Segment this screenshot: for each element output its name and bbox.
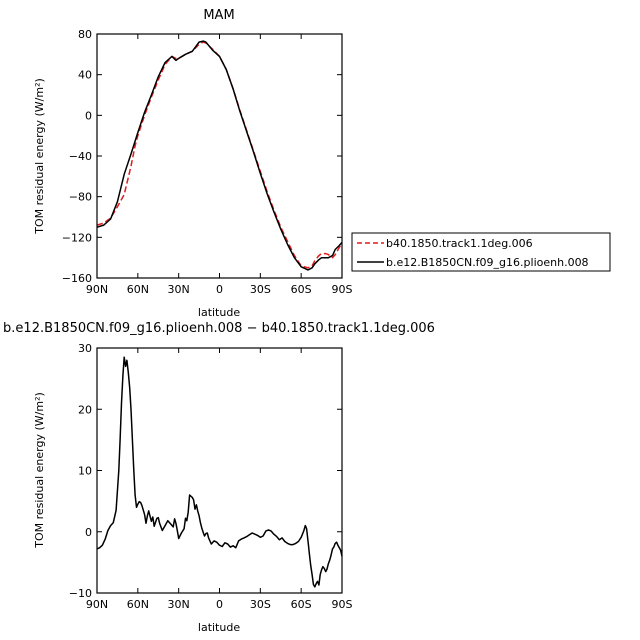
- legend-box: [351, 232, 611, 272]
- legend: b40.1850.track1.1deg.006 b.e12.B1850CN.f…: [351, 232, 611, 272]
- x-tick-label: 30N: [168, 283, 190, 296]
- x-tick-label: 60S: [291, 283, 312, 296]
- series-lines: [96, 356, 343, 588]
- plot-frame: [96, 347, 343, 594]
- series-lines: [96, 40, 343, 271]
- y-tick-label: 0: [85, 109, 92, 122]
- series-line-1: [96, 356, 343, 588]
- y-tick-label: 30: [78, 342, 92, 355]
- x-axis-label: latitude: [198, 306, 240, 319]
- y-tick-label: 80: [78, 28, 92, 41]
- y-tick-label: 40: [78, 69, 92, 82]
- x-tick-label: 30S: [250, 283, 271, 296]
- y-tick-label: −80: [69, 191, 92, 204]
- legend-label-2: b.e12.B1850CN.f09_g16.plioenh.008: [386, 256, 589, 269]
- x-tick-label: 90S: [332, 283, 353, 296]
- series-line-2: [96, 40, 343, 271]
- y-tick-label: −40: [69, 150, 92, 163]
- x-tick-label: 90N: [86, 598, 108, 611]
- y-tick-label: 20: [78, 403, 92, 416]
- x-axis-label: latitude: [198, 621, 240, 634]
- x-tick-label: 90N: [86, 283, 108, 296]
- x-tick-label: 30N: [168, 598, 190, 611]
- series-line-1: [96, 41, 343, 269]
- chart-top: MAM 90N 60N 30N 0 30S 60S 90S 80 40 0 −40 −80 −120 −1…: [33, 8, 353, 319]
- x-tick-label: 90S: [332, 598, 353, 611]
- x-tick-label: 60N: [127, 598, 149, 611]
- plot-frame: [96, 33, 343, 279]
- x-tick-label: 60S: [291, 598, 312, 611]
- x-tick-label: 60N: [127, 283, 149, 296]
- chart-title: b.e12.B1850CN.f09_g16.plioenh.008 − b40.…: [3, 321, 435, 336]
- chart-bottom: b.e12.B1850CN.f09_g16.plioenh.008 − b40.…: [3, 321, 435, 634]
- legend-label-1: b40.1850.track1.1deg.006: [386, 237, 533, 250]
- x-tick-label: 0: [216, 283, 223, 296]
- y-axis-label: TOM residual energy (W/m²): [33, 392, 46, 549]
- ticks: 90N 60N 30N 0 30S 60S 90S 30 20 10 0 −10: [69, 342, 353, 611]
- x-tick-label: 0: [216, 598, 223, 611]
- y-tick-label: 0: [85, 526, 92, 539]
- y-tick-label: −120: [62, 231, 92, 244]
- y-tick-label: −160: [62, 272, 92, 285]
- x-tick-label: 30S: [250, 598, 271, 611]
- y-tick-label: 10: [78, 465, 92, 478]
- ticks: 90N 60N 30N 0 30S 60S 90S 80 40 0 −40 −80 −120 −160: [62, 28, 353, 296]
- y-tick-label: −10: [69, 587, 92, 600]
- y-axis-label: TOM residual energy (W/m²): [33, 78, 46, 235]
- chart-title: MAM: [203, 8, 234, 23]
